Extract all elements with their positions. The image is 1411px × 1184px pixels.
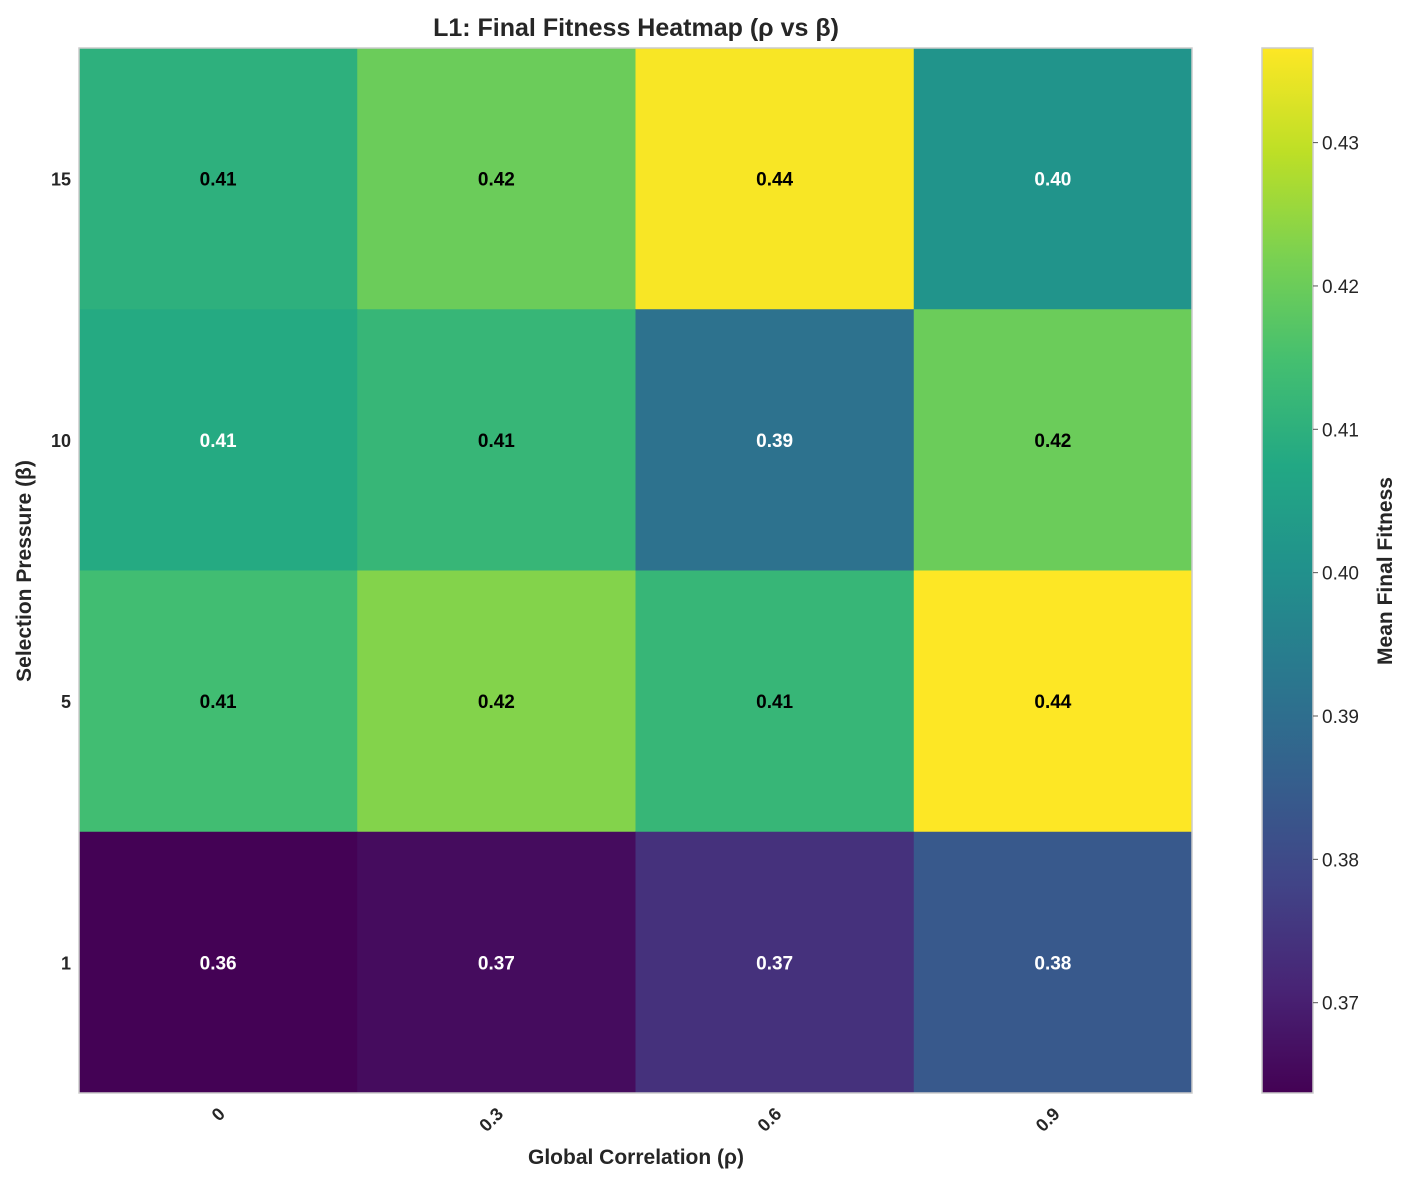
heatmap-cell bbox=[357, 48, 636, 310]
x-tick-label: 0.3 bbox=[475, 1104, 507, 1136]
colorbar-tick-label: 0.38 bbox=[1322, 850, 1359, 871]
cell-value-label: 0.36 bbox=[200, 953, 237, 974]
cell-value-label: 0.42 bbox=[478, 170, 515, 191]
cell-value-label: 0.41 bbox=[200, 431, 237, 452]
heatmap-cell bbox=[357, 831, 636, 1094]
y-tick-label: 1 bbox=[61, 953, 71, 973]
colorbar-label: Mean Final Fitness bbox=[1374, 477, 1397, 665]
heatmap-cell bbox=[79, 831, 358, 1094]
colorbar-ticks: 0.37 0.38 0.39 0.40 0.41 0.42 0.43 bbox=[1313, 134, 1359, 1015]
cell-value-label: 0.41 bbox=[200, 692, 237, 713]
cell-value-label: 0.37 bbox=[478, 953, 515, 974]
x-tick-label: 0.9 bbox=[1032, 1104, 1064, 1136]
colorbar bbox=[1261, 47, 1314, 1094]
colorbar-tick-label: 0.42 bbox=[1322, 277, 1359, 298]
cell-value-label: 0.39 bbox=[756, 431, 793, 452]
cell-value-label: 0.44 bbox=[1034, 692, 1071, 713]
x-axis-label: Global Correlation (ρ) bbox=[528, 1146, 744, 1169]
heatmap-cells bbox=[79, 48, 1193, 1094]
heatmap-cell-labels: 0.41 0.42 0.44 0.40 0.41 0.41 0.39 0.42 0.41 0.42… bbox=[200, 170, 1072, 975]
y-axis-ticks: 15 10 5 1 bbox=[51, 170, 71, 974]
heatmap-cell bbox=[79, 570, 358, 833]
y-tick-label: 15 bbox=[51, 170, 71, 190]
cell-value-label: 0.42 bbox=[478, 692, 515, 713]
heatmap-cell bbox=[913, 48, 1193, 310]
heatmap-cell bbox=[79, 48, 358, 310]
cell-value-label: 0.44 bbox=[756, 170, 793, 191]
y-tick-label: 10 bbox=[51, 431, 71, 451]
colorbar-tick-label: 0.41 bbox=[1322, 420, 1359, 441]
colorbar-tick-label: 0.39 bbox=[1322, 707, 1359, 728]
x-axis-ticks: 0 0.3 0.6 0.9 bbox=[208, 1104, 1064, 1136]
heatmap-cell bbox=[79, 309, 358, 571]
colorbar-tick-label: 0.43 bbox=[1322, 134, 1359, 155]
heatmap-cell bbox=[913, 831, 1193, 1094]
heatmap-cell bbox=[635, 48, 915, 310]
plot-frame bbox=[78, 47, 1193, 1094]
cell-value-label: 0.38 bbox=[1034, 953, 1071, 974]
colorbar-tick-label: 0.40 bbox=[1322, 564, 1359, 585]
heatmap-cell bbox=[635, 570, 915, 833]
cell-value-label: 0.41 bbox=[756, 692, 793, 713]
heatmap-cell bbox=[357, 570, 636, 833]
x-tick-label: 0 bbox=[208, 1104, 229, 1125]
heatmap-cell bbox=[635, 309, 915, 571]
cell-value-label: 0.42 bbox=[1034, 431, 1071, 452]
y-tick-label: 5 bbox=[61, 692, 71, 712]
chart-title: L1: Final Fitness Heatmap (ρ vs β) bbox=[433, 14, 839, 42]
colorbar-tick-label: 0.37 bbox=[1322, 994, 1359, 1015]
heatmap-cell bbox=[357, 309, 636, 571]
x-tick-label: 0.6 bbox=[754, 1104, 786, 1136]
y-axis-label: Selection Pressure (β) bbox=[13, 460, 36, 682]
cell-value-label: 0.41 bbox=[478, 431, 515, 452]
cell-value-label: 0.37 bbox=[756, 953, 793, 974]
heatmap-cell bbox=[913, 570, 1193, 833]
cell-value-label: 0.41 bbox=[200, 170, 237, 191]
cell-value-label: 0.40 bbox=[1034, 170, 1071, 191]
heatmap-cell bbox=[913, 309, 1193, 571]
heatmap-cell bbox=[635, 831, 915, 1094]
